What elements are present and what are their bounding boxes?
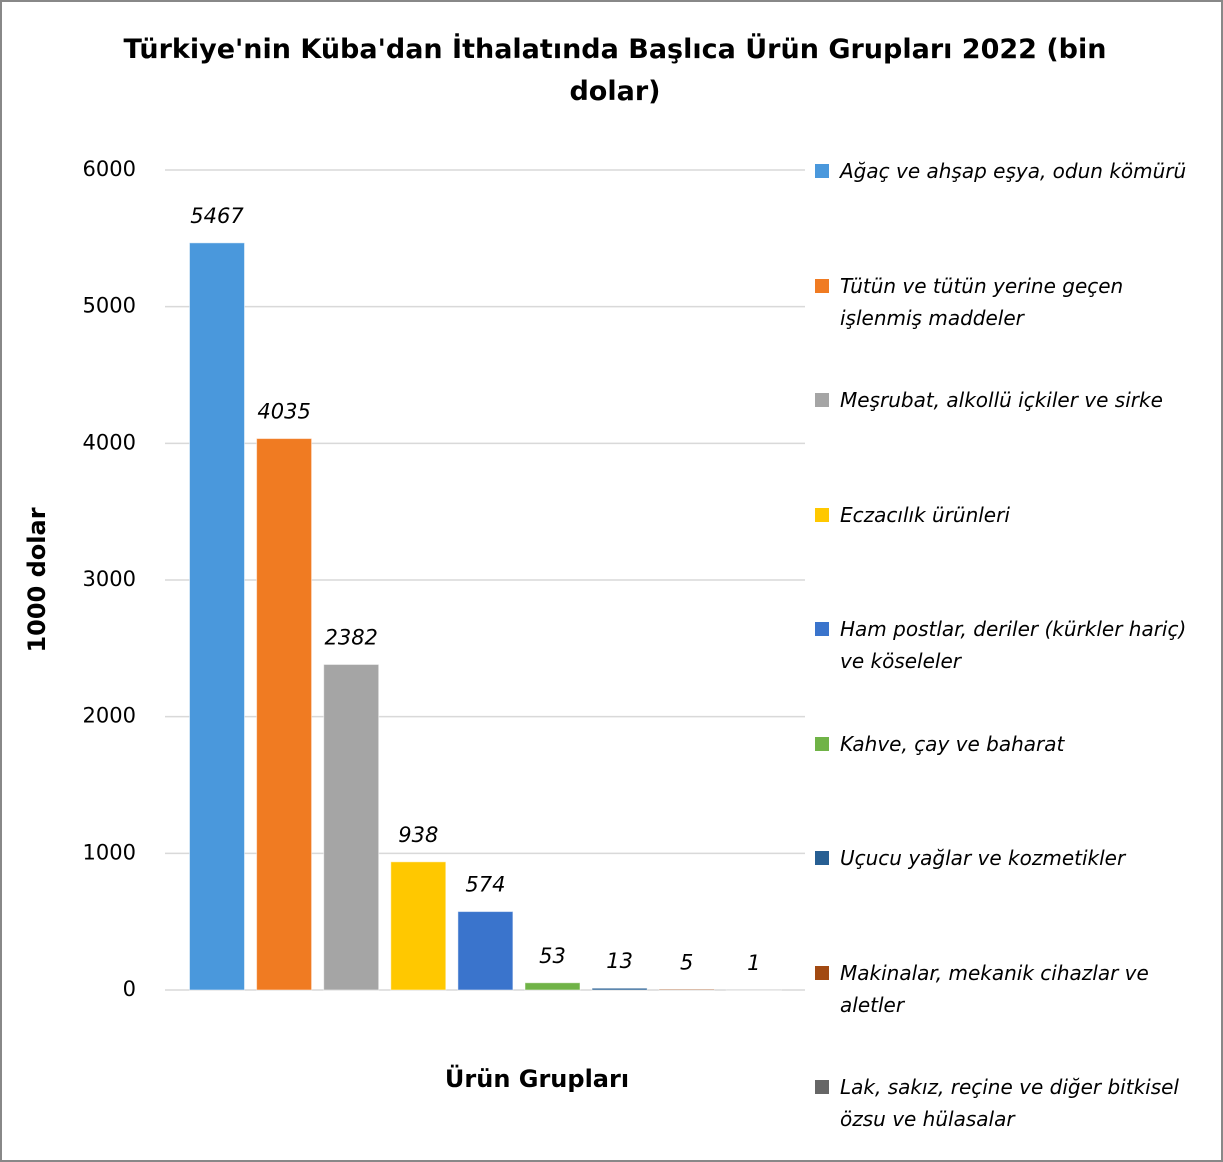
legend-swatch bbox=[815, 736, 829, 751]
bar bbox=[323, 663, 380, 991]
legend-item: Kahve, çay ve baharat bbox=[815, 728, 1215, 760]
legend-label: Uçucu yağlar ve kozmetikler bbox=[840, 846, 1126, 870]
y-tick-label: 1000 bbox=[83, 840, 136, 864]
data-label: 1 bbox=[747, 951, 760, 975]
legend-swatch bbox=[815, 1080, 829, 1094]
y-axis-title: 1000 dolar bbox=[23, 507, 51, 652]
bar bbox=[658, 988, 715, 991]
legend-swatch bbox=[815, 278, 829, 293]
y-tick-label: 6000 bbox=[83, 157, 136, 181]
legend-label: Kahve, çay ve baharat bbox=[840, 731, 1065, 756]
legend-swatch bbox=[815, 965, 829, 980]
x-axis-title: Ürün Grupları bbox=[445, 1063, 629, 1093]
data-label: 5467 bbox=[190, 204, 244, 228]
bar bbox=[390, 861, 447, 991]
legend-item: Ağaç ve ahşap eşya, odun kömürü bbox=[815, 155, 1215, 187]
legend-swatch bbox=[815, 507, 829, 522]
bar bbox=[457, 911, 514, 991]
legend-swatch bbox=[815, 622, 829, 636]
data-label: 4035 bbox=[257, 400, 310, 424]
legend-swatch bbox=[815, 851, 829, 865]
legend-item: Lak, sakız, reçine ve diğer bitkisel özs… bbox=[815, 1071, 1215, 1135]
data-label: 5 bbox=[680, 950, 693, 974]
y-tick-label: 2000 bbox=[83, 704, 136, 728]
data-label: 53 bbox=[539, 944, 566, 968]
y-tick-label: 4000 bbox=[83, 430, 136, 454]
legend-item: Uçucu yağlar ve kozmetikler bbox=[815, 842, 1215, 874]
legend-label: Makinalar, mekanik cihazlar ve aletler bbox=[840, 960, 1149, 1017]
bar bbox=[189, 242, 245, 991]
legend-label: Eczacılık ürünleri bbox=[840, 502, 1010, 527]
data-label: 938 bbox=[398, 823, 438, 847]
bar bbox=[524, 982, 581, 991]
data-label: 2382 bbox=[324, 625, 377, 649]
legend-swatch bbox=[815, 164, 829, 178]
chart-title: Türkiye'nin Küba'dan İthalatında Başlıca… bbox=[124, 32, 1107, 107]
legend-item: Eczacılık ürünleri bbox=[815, 499, 1215, 531]
legend-label: Lak, sakız, reçine ve diğer bitkisel özs… bbox=[840, 1075, 1179, 1131]
data-label: 574 bbox=[465, 873, 505, 897]
legend-item: Tütün ve tütün yerine geçen işlenmiş mad… bbox=[815, 270, 1215, 334]
legend-item: Ham postlar, deriler (kürkler hariç) ve … bbox=[815, 613, 1215, 677]
legend-swatch bbox=[815, 393, 829, 407]
legend-label: Meşrubat, alkollü içkiler ve sirke bbox=[840, 388, 1163, 412]
legend-label: Ağaç ve ahşap eşya, odun kömürü bbox=[840, 159, 1187, 183]
y-tick-label: 3000 bbox=[83, 567, 136, 591]
legend-item: Meşrubat, alkollü içkiler ve sirke bbox=[815, 384, 1215, 416]
bar bbox=[591, 987, 648, 991]
y-tick-label: 0 bbox=[123, 977, 136, 1001]
legend-item: Makinalar, mekanik cihazlar ve aletler bbox=[815, 957, 1215, 1021]
legend-label: Ham postlar, deriler (kürkler hariç) ve … bbox=[840, 617, 1187, 673]
bar bbox=[256, 438, 313, 991]
y-tick-label: 5000 bbox=[83, 294, 136, 318]
legend-label: Tütün ve tütün yerine geçen işlenmiş mad… bbox=[840, 273, 1124, 330]
data-label: 13 bbox=[606, 949, 633, 973]
